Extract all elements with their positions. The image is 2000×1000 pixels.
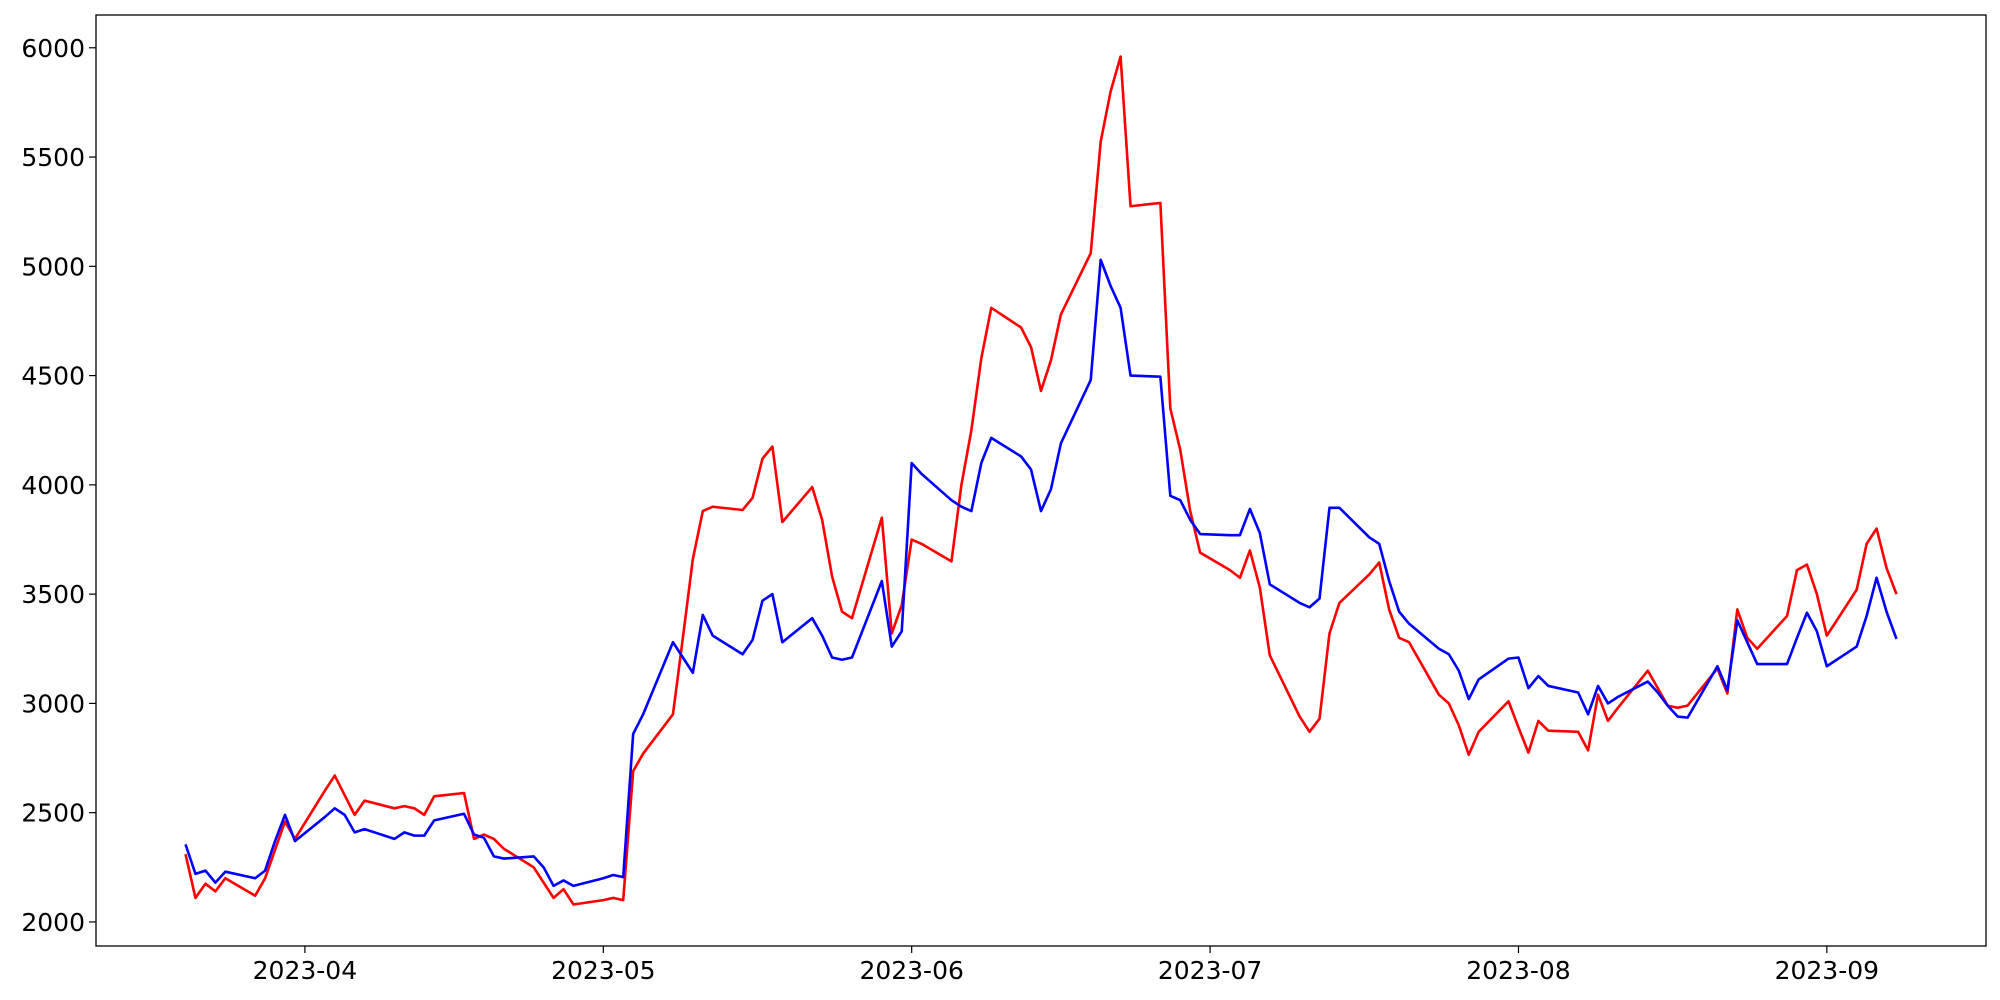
y-tick-label: 2000 xyxy=(21,908,85,937)
y-tick-label: 6000 xyxy=(21,34,85,63)
x-tick-label: 2023-05 xyxy=(551,956,655,985)
y-tick-label: 5500 xyxy=(21,143,85,172)
y-tick-label: 4000 xyxy=(21,471,85,500)
y-tick-label: 3000 xyxy=(21,689,85,718)
x-tick-label: 2023-08 xyxy=(1466,956,1570,985)
plot-frame xyxy=(95,14,1987,947)
series-line xyxy=(184,55,1898,906)
y-tick-label: 5000 xyxy=(21,252,85,281)
x-tick-label: 2023-06 xyxy=(859,956,963,985)
y-tick-label: 2500 xyxy=(21,799,85,828)
series-line xyxy=(184,258,1898,888)
y-tick-label: 3500 xyxy=(21,580,85,609)
x-tick-label: 2023-09 xyxy=(1775,956,1879,985)
x-tick-label: 2023-07 xyxy=(1158,956,1262,985)
y-tick-label: 4500 xyxy=(21,362,85,391)
x-tick-label: 2023-04 xyxy=(253,956,357,985)
